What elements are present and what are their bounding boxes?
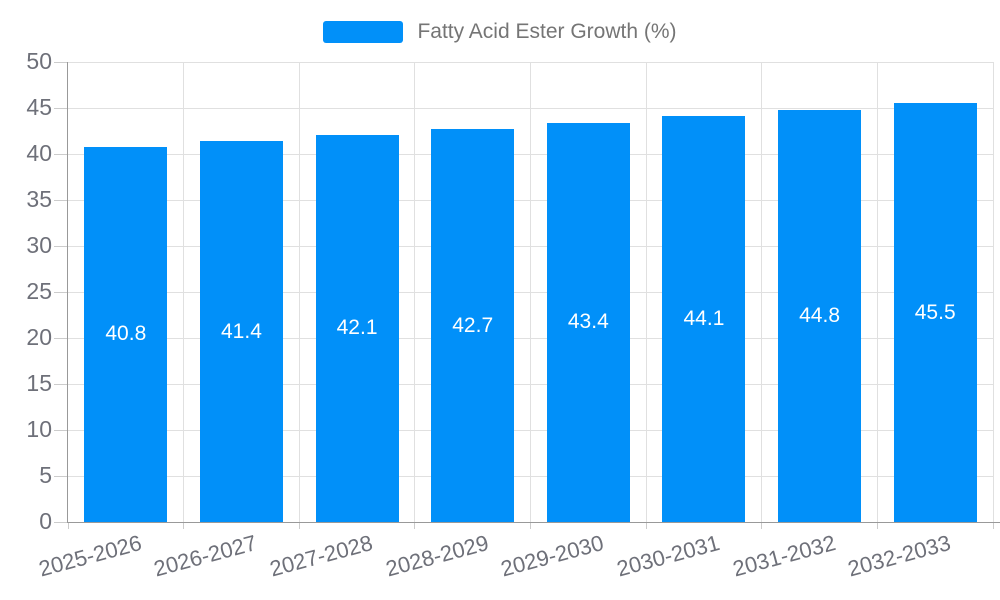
x-gridline bbox=[298, 62, 300, 522]
y-axis-tick bbox=[54, 153, 68, 155]
y-axis-label: 15 bbox=[26, 370, 52, 396]
bar[interactable] bbox=[315, 134, 399, 522]
y-axis-label: 20 bbox=[26, 324, 52, 350]
y-axis-tick bbox=[54, 199, 68, 201]
x-axis-tick bbox=[645, 522, 647, 529]
y-axis-label: 50 bbox=[26, 48, 52, 74]
y-axis-label: 30 bbox=[26, 232, 52, 258]
x-axis-line bbox=[67, 522, 1000, 523]
y-axis-tick bbox=[54, 245, 68, 247]
x-axis-tick bbox=[67, 522, 69, 529]
bar[interactable] bbox=[199, 141, 283, 522]
y-axis-label: 35 bbox=[26, 186, 52, 212]
bar[interactable] bbox=[893, 103, 977, 522]
y-axis-label: 25 bbox=[26, 278, 52, 304]
bar[interactable] bbox=[546, 122, 630, 522]
y-axis-tick bbox=[54, 337, 68, 339]
bar[interactable] bbox=[431, 129, 515, 522]
x-axis-tick bbox=[992, 522, 994, 529]
x-axis-tick bbox=[876, 522, 878, 529]
bar[interactable] bbox=[84, 146, 168, 522]
x-axis-tick bbox=[530, 522, 531, 529]
x-gridline bbox=[414, 62, 416, 522]
y-axis-label: 0 bbox=[39, 508, 52, 534]
legend[interactable]: Fatty Acid Ester Growth (%) bbox=[0, 18, 1000, 46]
x-gridline bbox=[992, 62, 994, 522]
legend-label: Fatty Acid Ester Growth (%) bbox=[417, 20, 677, 43]
x-gridline bbox=[530, 62, 531, 522]
bar[interactable] bbox=[662, 116, 746, 522]
y-axis-tick bbox=[54, 383, 68, 385]
y-axis-label: 5 bbox=[39, 462, 52, 488]
legend-swatch-icon bbox=[323, 21, 404, 43]
bar[interactable] bbox=[778, 109, 862, 522]
x-gridline bbox=[876, 62, 878, 522]
y-axis-tick bbox=[54, 107, 68, 109]
y-axis-tick bbox=[54, 291, 68, 293]
y-axis-tick bbox=[54, 521, 68, 523]
y-axis-label: 10 bbox=[26, 416, 52, 442]
y-axis-line bbox=[67, 62, 68, 522]
x-gridline bbox=[183, 62, 185, 522]
y-axis-label: 45 bbox=[26, 94, 52, 120]
x-axis-tick bbox=[761, 522, 763, 529]
x-axis-tick bbox=[298, 522, 300, 529]
y-axis-tick bbox=[54, 61, 68, 63]
y-axis-tick bbox=[54, 429, 68, 431]
x-axis-tick bbox=[414, 522, 416, 529]
x-axis-tick bbox=[183, 522, 185, 529]
x-gridline bbox=[645, 62, 647, 522]
x-gridline bbox=[761, 62, 763, 522]
y-axis-label: 40 bbox=[26, 140, 52, 166]
y-axis-tick bbox=[54, 475, 68, 477]
